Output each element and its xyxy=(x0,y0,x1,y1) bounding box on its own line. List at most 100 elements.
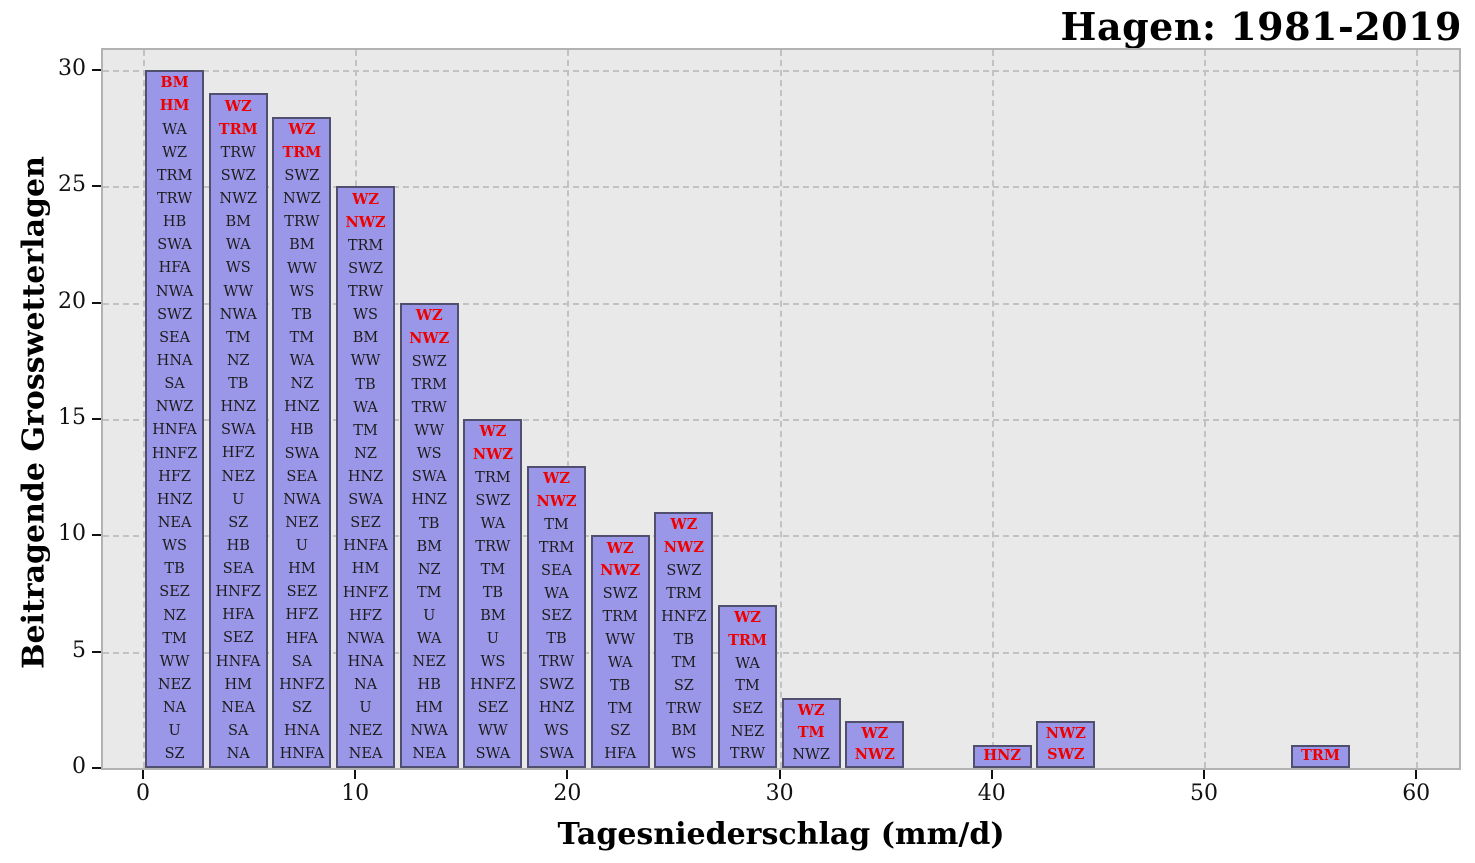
bar-label: SWA xyxy=(157,237,192,254)
bar-label: HB xyxy=(162,214,187,231)
y-tick-mark xyxy=(92,650,101,653)
bar-label: SWZ xyxy=(1047,746,1085,764)
bar-label: WZ xyxy=(861,724,889,742)
x-tick-mark xyxy=(990,770,993,779)
bar-label: NA xyxy=(226,746,250,763)
gridline-vertical xyxy=(991,50,994,768)
y-tick-label: 20 xyxy=(58,288,86,314)
bar-label: WA xyxy=(607,654,633,671)
bar-label: HNA xyxy=(156,353,193,369)
bar-label: SZ xyxy=(610,723,631,740)
histogram-bar: NWZ SWZ xyxy=(1036,721,1096,768)
bar-label: SEZ xyxy=(350,515,381,532)
x-tick-label: 40 xyxy=(977,781,1006,806)
histogram-bar: WZ TM NWZ xyxy=(781,698,841,768)
bar-label: HNFA xyxy=(152,422,197,439)
bar-label: SWZ xyxy=(411,354,447,371)
bar-label: TRM xyxy=(666,586,702,602)
bar-label: HNZ xyxy=(983,747,1021,765)
bar-label: HFA xyxy=(158,260,191,277)
bar-label: TM xyxy=(671,654,697,671)
histogram-bar: WZ NWZ TM TRM SEA WA SEZ TB TRW SWZ HNZ WS SWA xyxy=(526,465,587,768)
bar-label: SWA xyxy=(348,492,383,509)
bar-label: TRW xyxy=(347,284,384,301)
bar-label: WS xyxy=(671,746,697,763)
plot-area: BM HM WA WZ TRM TRW HB SWA HFA NWA SWZ SEA HNA SA NWZ H… xyxy=(101,48,1461,770)
bar-label: NA xyxy=(162,700,187,717)
bar-label: NWZ xyxy=(663,539,704,557)
bar-label: HNFZ xyxy=(470,677,516,694)
bar-label: NZ xyxy=(354,445,377,462)
bar-label: NWZ xyxy=(345,213,386,231)
bar-label: TM xyxy=(480,562,506,579)
y-tick-mark xyxy=(92,767,101,769)
bar-label: NZ xyxy=(226,352,250,369)
bar-label: HM xyxy=(288,561,316,578)
bar-label: TM xyxy=(289,329,315,346)
bar-label: WW xyxy=(223,283,254,300)
bar-label: HNZ xyxy=(411,492,447,509)
x-tick-label: 10 xyxy=(341,781,370,806)
bar-label: NWZ xyxy=(1045,724,1086,742)
bar-label: NWA xyxy=(346,630,385,647)
bar-label: WS xyxy=(416,446,442,463)
bar-label: TB xyxy=(355,376,376,393)
y-tick-label: 30 xyxy=(58,55,86,81)
bar-label: TRW xyxy=(284,214,320,231)
bar-label: U xyxy=(232,491,245,508)
histogram-bar: WZ NWZ TRM SWZ TRW WS BM WW TB WA TM NZ HNZ SWA SEZ HNF… xyxy=(335,186,396,768)
y-tick-label: 0 xyxy=(72,754,86,779)
bar-label: HNZ xyxy=(220,399,256,416)
bar-label: NEZ xyxy=(157,676,192,693)
histogram-bar: WZ NWZ TRM SWZ WA TRW TM TB BM U WS HNFZ SEZ WW SWA xyxy=(463,419,523,768)
bar-label: BM xyxy=(225,214,251,231)
bar-label: TRM xyxy=(475,470,511,487)
bar-label: WS xyxy=(353,307,378,324)
bar-label: SEA xyxy=(541,562,573,579)
y-tick-mark xyxy=(92,185,101,188)
bar-label: HNFA xyxy=(279,746,325,763)
bar-label: TRM xyxy=(218,120,258,138)
gridline-vertical xyxy=(779,50,782,768)
bar-label: U xyxy=(168,723,181,740)
bar-label: NEA xyxy=(348,746,383,763)
bar-label: HFZ xyxy=(158,468,191,485)
x-tick-mark xyxy=(1415,770,1418,779)
bar-label: HFA xyxy=(222,607,255,624)
bar-label: TM xyxy=(607,700,633,717)
bar-label: WZ xyxy=(797,701,825,719)
bar-label: U xyxy=(486,631,499,648)
bar-label: WZ xyxy=(288,120,316,138)
bar-label: NEZ xyxy=(285,514,319,531)
x-tick-label: 0 xyxy=(136,781,150,806)
histogram-bar: WZ TRM TRW SWZ NWZ BM WA WS WW NWA TM NZ TB HNZ SWA HFZ… xyxy=(208,93,268,768)
gridline-vertical xyxy=(1204,50,1206,768)
histogram-bar: BM HM WA WZ TRM TRW HB SWA HFA NWA SWZ SEA HNA SA NWZ H… xyxy=(145,70,205,768)
bar-label: HB xyxy=(226,537,250,554)
bar-label: HNFZ xyxy=(279,676,325,693)
bar-label: WA xyxy=(735,655,760,672)
bar-label: NZ xyxy=(417,561,441,578)
bar-label: SWA xyxy=(284,445,320,462)
histogram-bar: WZ NWZ xyxy=(845,721,905,768)
y-tick-mark xyxy=(92,417,101,420)
bar-label: WS xyxy=(480,654,506,671)
bar-label: NWA xyxy=(219,306,257,323)
bar-label: SEZ xyxy=(477,700,509,717)
bar-label: TRW xyxy=(220,144,256,161)
bar-label: TB xyxy=(291,306,313,323)
bar-label: TRM xyxy=(347,237,384,254)
bar-label: HFA xyxy=(604,746,637,763)
bar-label: TB xyxy=(164,561,185,578)
bar-label: SWZ xyxy=(157,306,193,323)
y-tick-mark xyxy=(92,534,101,537)
gridline-vertical xyxy=(567,50,570,768)
bar-label: TRW xyxy=(156,191,193,208)
bar-label: NWZ xyxy=(536,492,577,510)
bar-label: BM xyxy=(416,538,442,555)
bar-label: TB xyxy=(482,585,504,602)
bar-label: TM xyxy=(544,516,569,533)
bar-label: HNZ xyxy=(538,700,575,717)
y-tick-mark xyxy=(92,68,101,71)
histogram-bar: WZ NWZ SWZ TRM WW WA TB TM SZ HFA xyxy=(590,535,650,768)
